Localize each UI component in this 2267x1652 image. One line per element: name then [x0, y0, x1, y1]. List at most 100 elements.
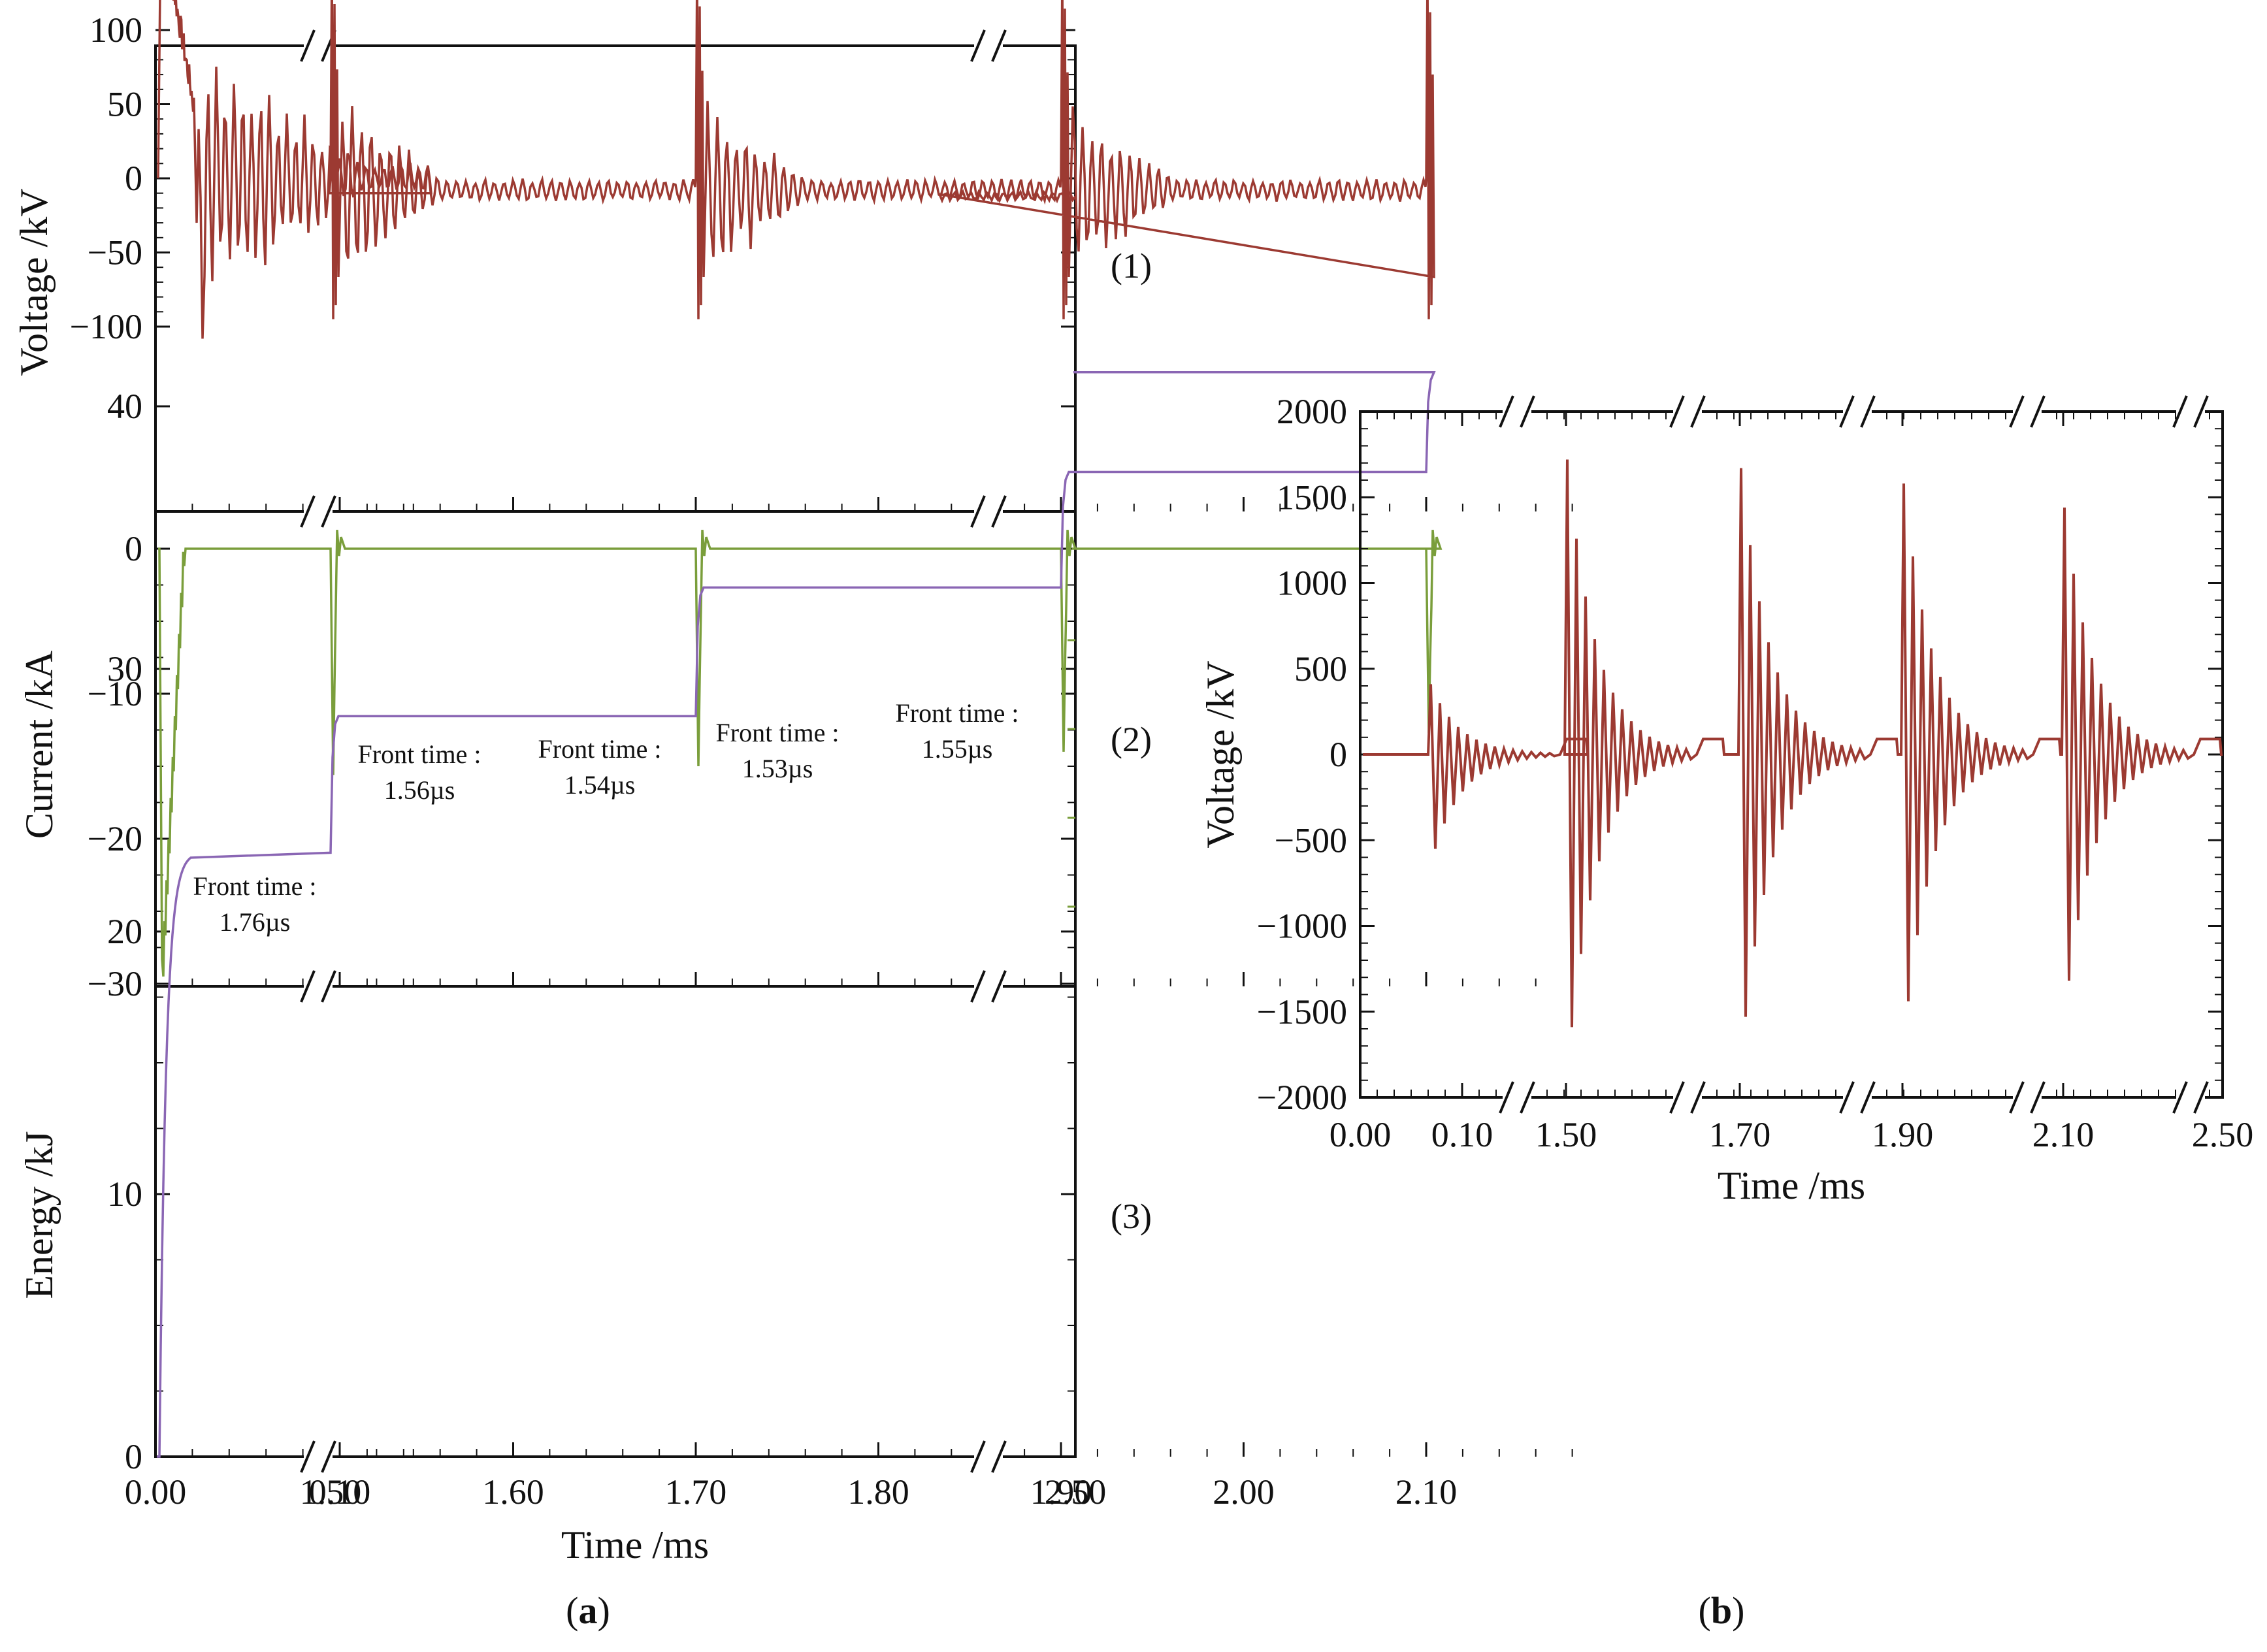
b-ytick-label: 2000 — [1277, 392, 1347, 431]
a-axis-break — [970, 495, 986, 528]
a1-ytick-label: 50 — [107, 85, 142, 124]
a-axis-break — [321, 495, 336, 528]
b-xtick-label: 1.70 — [1709, 1115, 1771, 1154]
panel-b: Voltage /kV Time /ms 2000 1500 1000 500 0 −50… — [1199, 392, 2253, 1632]
a-xtick-label: 1.50 — [300, 1472, 362, 1512]
a-xtick-label: 1.90 — [1030, 1472, 1092, 1512]
a2-ytick-label: −10 — [88, 674, 142, 713]
b-axis-break — [2172, 395, 2188, 428]
b-axis-break — [1669, 1081, 1685, 1114]
b-ytick-label: −1500 — [1257, 992, 1347, 1031]
panel-a-dynamic: 0.00 0.101.50 1.60 1.70 1.80 1.90 2.00 2.102.50… — [70, 0, 1573, 1512]
b-axis-break — [2172, 1081, 2188, 1114]
panel-a: Voltage /kV Current /kA Energy /kJ (1) (… — [12, 0, 1573, 1632]
b-xlabel: Time /ms — [1718, 1164, 1865, 1207]
a1-ytick-label: −50 — [88, 233, 142, 272]
b-voltage-line — [1363, 459, 2223, 1028]
a2-annotations: Front time : 1.76µs Front time : 1.56µs … — [193, 698, 1019, 937]
b-ytick-label: −2000 — [1257, 1078, 1347, 1117]
b-ytick-label: −1000 — [1257, 907, 1347, 946]
a3-ytick-label: 30 — [107, 649, 142, 688]
b-axis-break — [1669, 395, 1685, 428]
a2-ytick-label: −20 — [88, 819, 142, 858]
a2-ylabel: Current /kA — [18, 651, 61, 839]
annot-5-label: Front time : — [896, 698, 1019, 728]
annot-4-value: 1.53µs — [742, 754, 813, 783]
a-xtick-label: 0.10 — [309, 1472, 371, 1512]
b-ytick-label: 500 — [1294, 649, 1347, 688]
a1-tag: (1) — [1111, 246, 1152, 285]
a-xtick-label: 1.60 — [482, 1472, 544, 1512]
b-axis-break — [2193, 395, 2209, 428]
b-xtick-label: 0.00 — [1329, 1115, 1392, 1154]
b-axis-break — [1520, 1081, 1535, 1114]
b-xtick-label: 1.50 — [1535, 1115, 1597, 1154]
a-axis-break — [991, 29, 1007, 62]
b-axis-break — [1690, 1081, 1706, 1114]
a3-ytick-label: 20 — [107, 912, 142, 951]
a-axis-break — [991, 970, 1007, 1003]
b-axis-break — [2030, 1081, 2046, 1114]
a-axis-break — [321, 970, 336, 1003]
a-xlabel: Time /ms — [561, 1523, 709, 1566]
a3-energy-line — [157, 370, 1436, 1458]
caption-a: (a) — [566, 1589, 610, 1632]
a-axis-break — [300, 970, 316, 1003]
annot-2-value: 1.56µs — [384, 775, 455, 805]
caption-b: (b) — [1699, 1589, 1745, 1632]
annot-2-label: Front time : — [358, 739, 481, 769]
a-axis-break — [300, 495, 316, 528]
b-axis-break — [1499, 395, 1514, 428]
a-axis-break — [970, 29, 986, 62]
a-xtick-label: 2.50 — [1045, 1472, 1107, 1512]
b-axis-break — [1520, 395, 1535, 428]
a3-ytick-label: 0 — [125, 1437, 142, 1476]
a-axis-break — [300, 29, 316, 62]
annot-5-value: 1.55µs — [922, 734, 993, 764]
b-axis-break — [1839, 395, 1855, 428]
a-xtick-label: 2.00 — [1213, 1472, 1275, 1512]
a3-tag: (3) — [1111, 1197, 1152, 1236]
a-xtick-label: 0.00 — [125, 1472, 187, 1512]
a1-ytick-label: −100 — [70, 307, 142, 346]
b-axis-break — [1499, 1081, 1514, 1114]
frame-a3 — [154, 985, 1077, 1458]
a-axis-break — [970, 970, 986, 1003]
a-axis-break — [970, 1440, 986, 1473]
a3-ytick-label: 40 — [107, 387, 142, 426]
a-axis-break — [991, 1440, 1007, 1473]
b-ytick-label: 0 — [1329, 735, 1347, 774]
a3-ytick-label: 10 — [107, 1174, 142, 1214]
b-xtick-label: 1.90 — [1872, 1115, 1934, 1154]
b-axis-break — [2030, 395, 2046, 428]
b-xtick-label: 0.10 — [1431, 1115, 1493, 1154]
annot-3-label: Front time : — [538, 734, 662, 764]
b-axis-break — [1860, 395, 1876, 428]
b-axis-break — [1839, 1081, 1855, 1114]
a2-current-line — [158, 529, 1443, 977]
a-xtick-label: 1.70 — [665, 1472, 727, 1512]
a2-ytick-label: −30 — [88, 964, 142, 1003]
b-axis-break — [2193, 1081, 2209, 1114]
b-xtick-label: 2.10 — [2032, 1115, 2095, 1154]
a-xtick-label: 1.80 — [847, 1472, 909, 1512]
a1-ylabel: Voltage /kV — [12, 188, 56, 376]
b-axis-break — [1860, 1081, 1876, 1114]
a3-ylabel: Energy /kJ — [18, 1131, 61, 1299]
b-ylabel: Voltage /kV — [1199, 660, 1242, 848]
a2-ytick-label: 0 — [125, 529, 142, 568]
annot-1-value: 1.76µs — [220, 907, 291, 937]
a-axis-break — [321, 1440, 336, 1473]
a1-voltage-line — [157, 0, 1435, 339]
b-ytick-label: −500 — [1275, 820, 1347, 860]
b-ytick-label: 1000 — [1277, 564, 1347, 603]
b-axis-break — [1690, 395, 1706, 428]
a-xtick-label: 2.10 — [1395, 1472, 1458, 1512]
annot-4-label: Front time : — [716, 718, 840, 747]
annot-3-value: 1.54µs — [564, 770, 636, 800]
b-xtick-label: 2.50 — [2192, 1115, 2254, 1154]
a-axis-break — [300, 1440, 316, 1473]
a2-tag: (2) — [1111, 720, 1152, 759]
